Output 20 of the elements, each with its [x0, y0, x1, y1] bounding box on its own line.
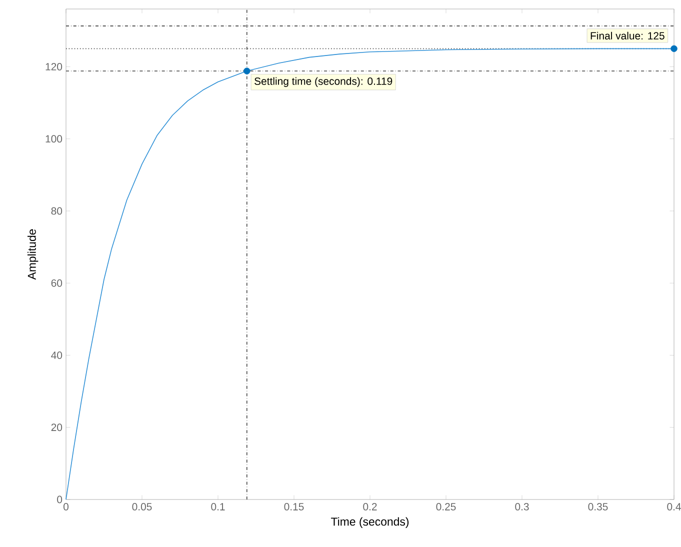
x-tick-label: 0.2	[363, 503, 377, 510]
y-tick-label: 40	[51, 352, 62, 359]
x-axis-title: Time (seconds)	[330, 517, 409, 528]
x-tick-label: 0.25	[436, 503, 456, 510]
y-tick-label: 60	[51, 279, 62, 287]
x-tick-label: 0.05	[132, 503, 152, 510]
y-axis-title: Amplitude	[28, 229, 38, 280]
x-tick-label: 0.3	[515, 503, 529, 510]
y-tick-label: 20	[51, 424, 62, 432]
annotation: Settling time (seconds): 0.119	[254, 77, 392, 87]
x-tick-label: 0.1	[211, 503, 225, 510]
y-tick-label: 120	[46, 63, 62, 70]
x-tick-label: 0	[63, 503, 68, 510]
y-tick-label: 0	[57, 496, 62, 504]
annotation: Final value: 125	[590, 32, 664, 40]
x-tick-label: 0.15	[284, 503, 304, 510]
x-tick-label: 0.35	[588, 503, 608, 510]
x-tick-label: 0.4	[667, 503, 681, 510]
y-tick-label: 80	[51, 207, 62, 215]
y-tick-label: 100	[46, 135, 62, 143]
